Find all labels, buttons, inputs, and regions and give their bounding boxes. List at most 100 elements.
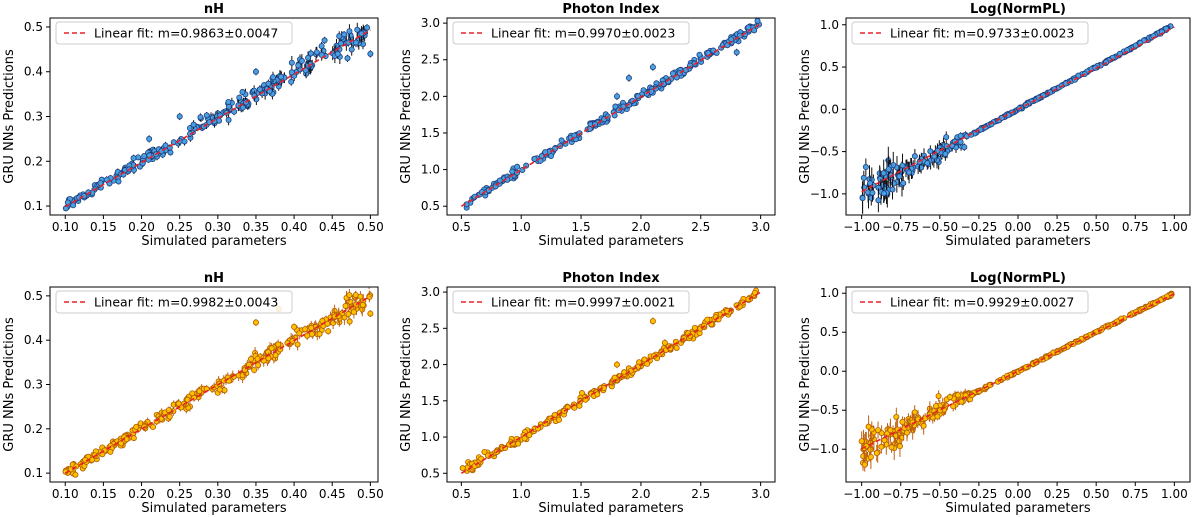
legend-label: Linear fit: m=0.9970±0.0023	[491, 26, 675, 41]
y-tick-label: −1.0	[810, 187, 839, 201]
axes-frame	[845, 286, 1191, 483]
legend: Linear fit: m=0.9970±0.0023	[452, 21, 690, 45]
x-tick-label: 0.5	[452, 487, 471, 501]
data-point	[304, 332, 311, 339]
data-point	[165, 407, 172, 414]
data-point	[649, 318, 656, 325]
x-tick-label: 0.40	[281, 487, 308, 501]
legend-box	[851, 21, 1089, 45]
data-point	[754, 18, 761, 24]
x-tick-label: −0.75	[882, 487, 919, 501]
legend: Linear fit: m=0.9863±0.0047	[55, 21, 293, 45]
y-tick-label: 0.5	[421, 466, 440, 480]
data-point	[352, 39, 359, 46]
data-point	[275, 341, 282, 348]
fit-line	[64, 29, 371, 208]
data-point	[251, 367, 258, 374]
y-tick-label: 0.5	[820, 60, 839, 74]
data-point	[906, 169, 913, 176]
x-tick-label: −0.75	[882, 220, 919, 234]
x-tick-label: 1.5	[572, 220, 591, 234]
data-point	[357, 293, 364, 300]
y-axis-label: GRU NNs Predictions	[798, 49, 813, 184]
y-tick-label: 0.4	[24, 333, 43, 347]
y-tick-label: 0.4	[24, 65, 43, 79]
x-tick-label: 0.20	[128, 220, 155, 234]
data-point	[88, 456, 95, 463]
data-point	[548, 152, 555, 159]
x-tick-label: 0.50	[357, 487, 384, 501]
data-point	[141, 152, 148, 159]
data-point	[903, 429, 910, 436]
data-point	[288, 69, 295, 76]
x-tick-label: −0.25	[961, 487, 998, 501]
fit-line	[861, 293, 1175, 450]
y-tick-label: 0.1	[24, 466, 43, 480]
data-point	[865, 423, 872, 430]
x-tick-label: 0.50	[1083, 220, 1110, 234]
subplot-0-2: −1.00 −0.75 −0.50 −0.25 0.00 0.25 0.50 0.75 1.00…	[798, 2, 1191, 249]
y-tick-label: 0.3	[24, 110, 43, 124]
data-point	[350, 309, 357, 316]
data-point	[203, 112, 210, 119]
axes-frame	[446, 17, 776, 216]
data-point	[521, 435, 528, 442]
x-tick-label: 0.30	[204, 487, 231, 501]
y-tick-label: 0.2	[24, 154, 43, 168]
x-tick-label: 0.50	[1083, 487, 1110, 501]
x-tick-label: 0.75	[1122, 220, 1149, 234]
data-point	[1124, 47, 1131, 54]
x-tick-label: −1.00	[843, 220, 880, 234]
data-point	[961, 144, 968, 151]
data-point	[277, 73, 284, 80]
data-point	[288, 78, 295, 85]
y-tick-label: 0.5	[24, 289, 43, 303]
data-point	[551, 411, 558, 418]
data-point	[295, 62, 302, 69]
y-axis-label: GRU NNs Predictions	[2, 49, 17, 184]
data-point	[225, 98, 232, 105]
data-point	[669, 70, 676, 77]
x-tick-label: 0.10	[52, 487, 79, 501]
data-point	[644, 360, 651, 367]
data-point	[878, 443, 885, 450]
data-point	[943, 134, 950, 141]
data-point	[316, 330, 323, 337]
data-point	[751, 27, 758, 34]
data-point	[167, 149, 174, 156]
data-point	[318, 43, 325, 50]
x-tick-label: 1.00	[1161, 487, 1188, 501]
data-point	[900, 180, 907, 187]
x-tick-label: 0.25	[1044, 220, 1071, 234]
y-tick-label: −0.5	[810, 145, 839, 159]
data-point	[367, 310, 374, 317]
subplot-title: Photon Index	[562, 271, 660, 286]
y-axis-label: GRU NNs Predictions	[2, 317, 17, 452]
subplot-title: Log(NormPL)	[970, 2, 1066, 17]
x-tick-label: 0.40	[281, 220, 308, 234]
legend: Linear fit: m=0.9929±0.0027	[851, 290, 1089, 314]
data-point	[673, 344, 680, 351]
data-point	[867, 180, 874, 187]
data-point	[899, 162, 906, 169]
fit-line	[460, 23, 762, 208]
data-point	[896, 438, 903, 445]
data-point	[496, 177, 503, 184]
y-tick-label: 0.5	[24, 20, 43, 34]
y-tick-label: 1.0	[820, 286, 839, 300]
x-tick-label: 0.50	[357, 220, 384, 234]
data-point	[896, 173, 903, 180]
data-point	[867, 453, 874, 460]
data-point	[269, 74, 276, 81]
data-point	[130, 155, 137, 162]
data-point	[359, 301, 366, 308]
data-point	[184, 396, 191, 403]
data-point	[649, 64, 656, 71]
data-point	[859, 195, 866, 202]
data-points	[62, 22, 374, 212]
x-tick-label: 0.25	[1044, 487, 1071, 501]
x-tick-label: 1.5	[572, 487, 591, 501]
data-point	[911, 153, 918, 160]
x-tick-label: 0.75	[1122, 487, 1149, 501]
data-point	[867, 446, 874, 453]
